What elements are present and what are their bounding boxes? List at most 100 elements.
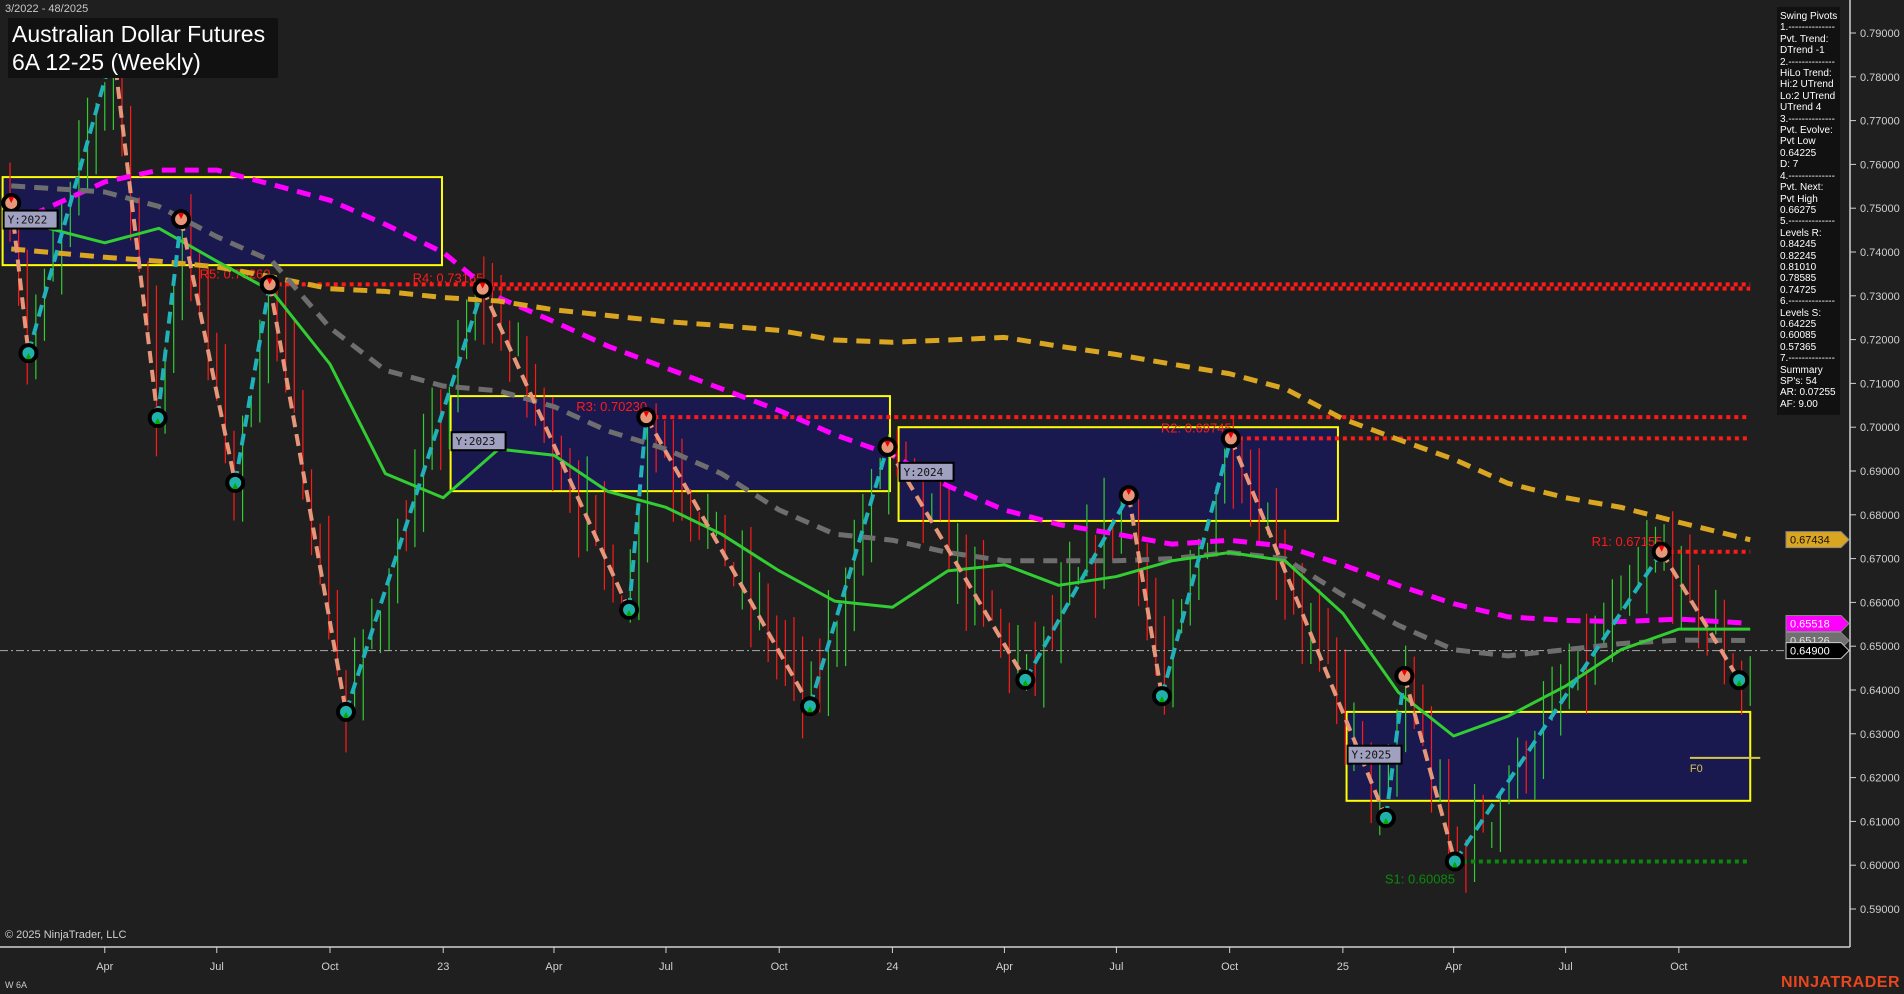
swing-pivots-panel: Swing Pivots 1.-------------- Pvt. Trend: D… — [1777, 7, 1840, 415]
swing-pivot-markers — [1, 39, 1750, 872]
panel-line: DTrend -1 — [1780, 45, 1825, 57]
pivot-arrow-icon — [1158, 696, 1165, 703]
pivot-arrow-icon — [25, 353, 32, 360]
x-tick-label: Jul — [210, 961, 224, 973]
moving-average-line — [11, 183, 1751, 659]
x-tick-label: 25 — [1337, 961, 1349, 973]
y-tick-label: 0.60000 — [1860, 860, 1900, 872]
instrument-name: Australian Dollar Futures — [12, 21, 266, 47]
y-tick-label: 0.71000 — [1860, 378, 1900, 390]
level-label: R3: 0.70230 — [576, 399, 647, 414]
level-label: R5: 0.73260 — [200, 266, 271, 281]
panel-line: Summary — [1780, 364, 1823, 376]
panel-line: D: 7 — [1780, 159, 1799, 171]
x-tick-label: 23 — [437, 961, 449, 973]
pivot-arrow-icon — [1382, 817, 1389, 824]
y-tick-label: 0.63000 — [1860, 729, 1900, 741]
zigzag-leg — [344, 287, 485, 713]
pivot-arrow-icon — [232, 482, 239, 489]
y-tick-label: 0.64000 — [1860, 685, 1900, 697]
level-label: R4: 0.73165 — [413, 271, 484, 286]
zigzag-leg — [1126, 494, 1164, 697]
x-tick-label: Oct — [1221, 961, 1238, 973]
panel-line: Pvt High — [1780, 193, 1818, 205]
y-tick-label: 0.67000 — [1860, 554, 1900, 566]
zigzag-leg — [1229, 437, 1388, 819]
panel-line: 3.-------------- — [1780, 113, 1835, 125]
year-box-label-bg — [1346, 744, 1403, 765]
panel-line: 6.-------------- — [1780, 296, 1835, 308]
date-range: 3/2022 - 48/2025 — [5, 3, 89, 15]
price-tag — [1785, 531, 1850, 549]
year-box — [1, 176, 443, 267]
level-label: R1: 0.67155 — [1592, 534, 1663, 549]
panel-line: 1.-------------- — [1780, 22, 1835, 34]
year-box-label: Y:2024 — [904, 466, 944, 479]
panel-line: Lo:2 UTrend — [1780, 90, 1836, 102]
pivot-arrow-icon — [1125, 489, 1132, 496]
pivot-arrow-icon — [1227, 432, 1234, 439]
pivot-arrow-icon — [8, 196, 15, 203]
year-box — [449, 395, 891, 493]
panel-line: Pvt. Evolve: — [1780, 125, 1833, 137]
x-tick-label: Apr — [545, 961, 562, 973]
panel-line: Pvt Low — [1780, 136, 1816, 148]
y-tick-label: 0.59000 — [1860, 904, 1900, 916]
year-box-labels: Y:2022 Y:2023 Y:2024 Y:2025 — [2, 209, 1403, 765]
panel-line: 4.-------------- — [1780, 170, 1835, 182]
panel-line: UTrend 4 — [1780, 102, 1822, 114]
year-box-label: Y:2022 — [8, 214, 48, 227]
x-tick-label: Oct — [321, 961, 338, 973]
panel-line: 0.81010 — [1780, 261, 1817, 273]
x-tick-label: Oct — [1670, 961, 1687, 973]
zigzag-leg — [1383, 675, 1407, 819]
swing-zigzag — [9, 48, 1741, 863]
x-tick-label: Jul — [1559, 961, 1573, 973]
y-tick-label: 0.62000 — [1860, 773, 1900, 785]
panel-line: AR: 0.07255 — [1780, 387, 1836, 399]
x-tick-label: Apr — [1445, 961, 1462, 973]
zigzag-leg — [1659, 550, 1741, 682]
zigzag-leg — [480, 287, 631, 611]
pivot-arrow-icon — [479, 282, 486, 289]
zigzag-leg — [644, 416, 812, 708]
panel-line: AF: 9.00 — [1780, 398, 1818, 410]
zigzag-leg — [627, 416, 649, 611]
price-tag — [1785, 642, 1850, 660]
pivot-arrow-icon — [626, 609, 633, 616]
panel-line: Pvt. Trend: — [1780, 33, 1829, 45]
pivot-arrow-icon — [1736, 680, 1743, 687]
panel-line: 5.-------------- — [1780, 216, 1835, 228]
panel-line: 0.78585 — [1780, 273, 1817, 285]
year-box — [1345, 710, 1752, 802]
y-tick-label: 0.65000 — [1860, 641, 1900, 653]
y-tick-label: 0.61000 — [1860, 816, 1900, 828]
panel-line: 0.64225 — [1780, 318, 1817, 330]
x-tick-label: Jul — [1109, 961, 1123, 973]
zigzag-leg — [808, 446, 890, 707]
pivot-arrow-icon — [884, 440, 891, 447]
pivot-arrow-icon — [1401, 669, 1408, 676]
pivot-arrow-icon — [1451, 861, 1458, 868]
panel-line: 0.66275 — [1780, 204, 1817, 216]
y-tick-label: 0.72000 — [1860, 335, 1900, 347]
year-boxes — [1, 176, 1752, 802]
zigzag-leg — [155, 218, 184, 419]
price-tag — [1785, 615, 1850, 633]
year-box-label-bg — [898, 461, 955, 482]
y-tick-label: 0.76000 — [1860, 159, 1900, 171]
pivot-arrow-icon — [1658, 545, 1665, 552]
x-tick-label: Jul — [659, 961, 673, 973]
pivot-arrow-icon — [1022, 679, 1029, 686]
x-tick-label: Apr — [96, 961, 113, 973]
panel-line: HiLo Trend: — [1780, 68, 1832, 80]
panel-line: Swing Pivots — [1780, 11, 1838, 22]
pivot-arrow-icon — [342, 711, 349, 718]
x-tick-label: 24 — [886, 961, 898, 973]
price-tag-label: 0.67434 — [1790, 535, 1830, 547]
time-axis[interactable]: Apr Jul Oct 23 Apr Jul Oct 24 Apr Jul Oct 25 Apr Jul O… — [96, 947, 1687, 973]
price-axis[interactable]: 0.79000 0.78000 0.77000 0.76000 0.75000 0.740… — [1850, 28, 1900, 916]
pivot-arrow-icon — [154, 418, 161, 425]
